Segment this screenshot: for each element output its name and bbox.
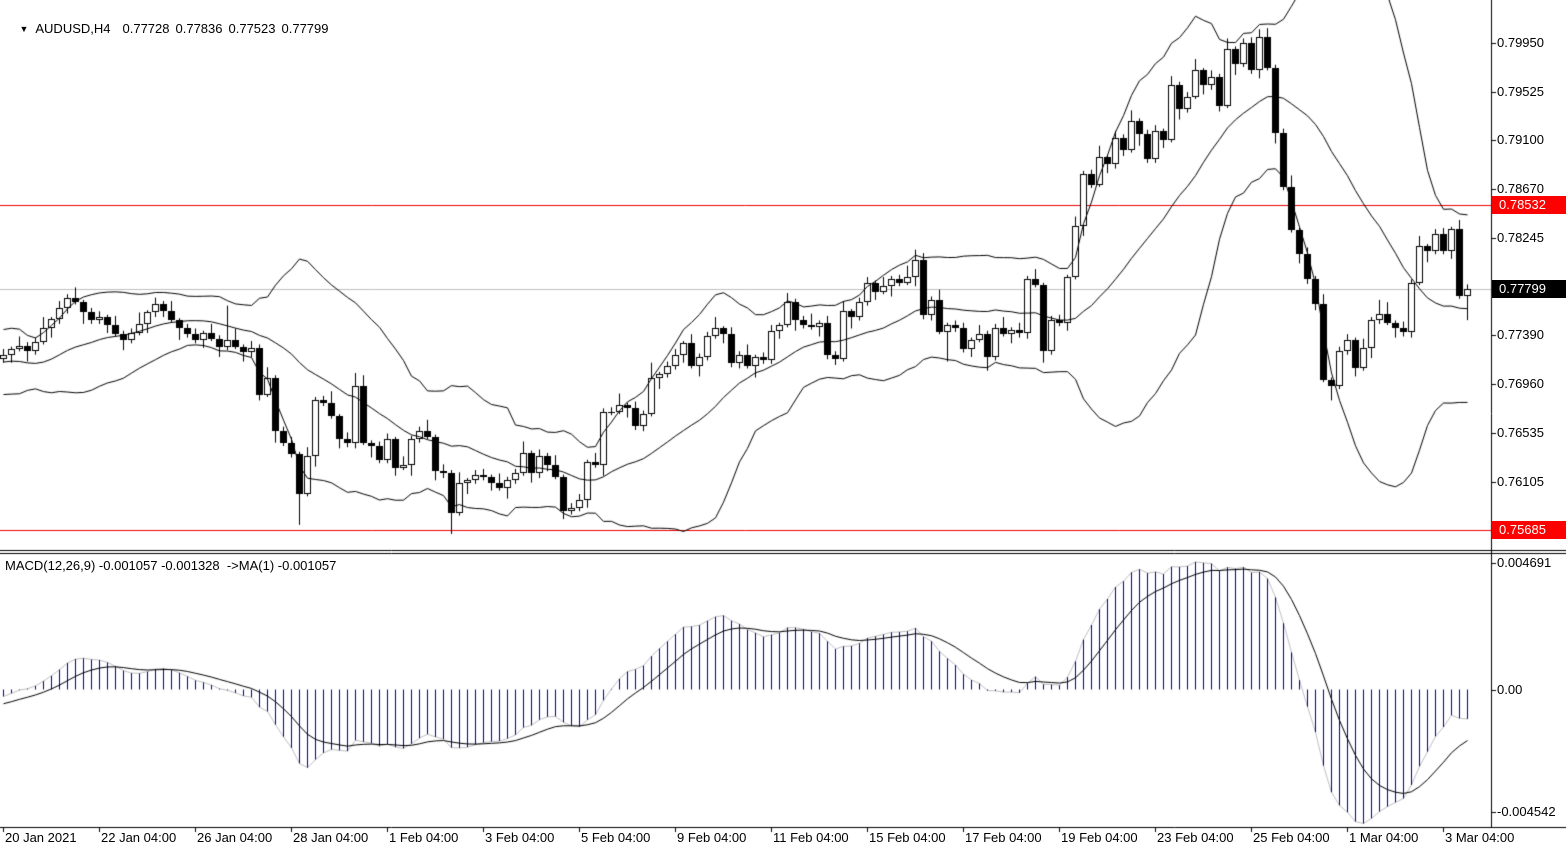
macd-indicator-label: MACD(12,26,9) -0.001057 -0.001328 ->MA(1… (5, 558, 337, 573)
symbol-dropdown-icon[interactable]: ▼ (19, 24, 29, 34)
chart-title: ▼ AUDUSD,H4 0.77728 0.77836 0.77523 0.77799 (5, 6, 335, 51)
current-price-tag: 0.77799 (1492, 280, 1566, 298)
ohlc-open-value: 0.77728 (122, 21, 170, 36)
resistance-price-tag: 0.78532 (1492, 196, 1566, 214)
symbol-timeframe-label: AUDUSD,H4 (35, 21, 111, 36)
support-price-tag: 0.75685 (1492, 521, 1566, 539)
ohlc-high-value: 0.77836 (175, 21, 223, 36)
ohlc-close-value: 0.77799 (281, 21, 329, 36)
ohlc-low-value: 0.77523 (228, 21, 276, 36)
